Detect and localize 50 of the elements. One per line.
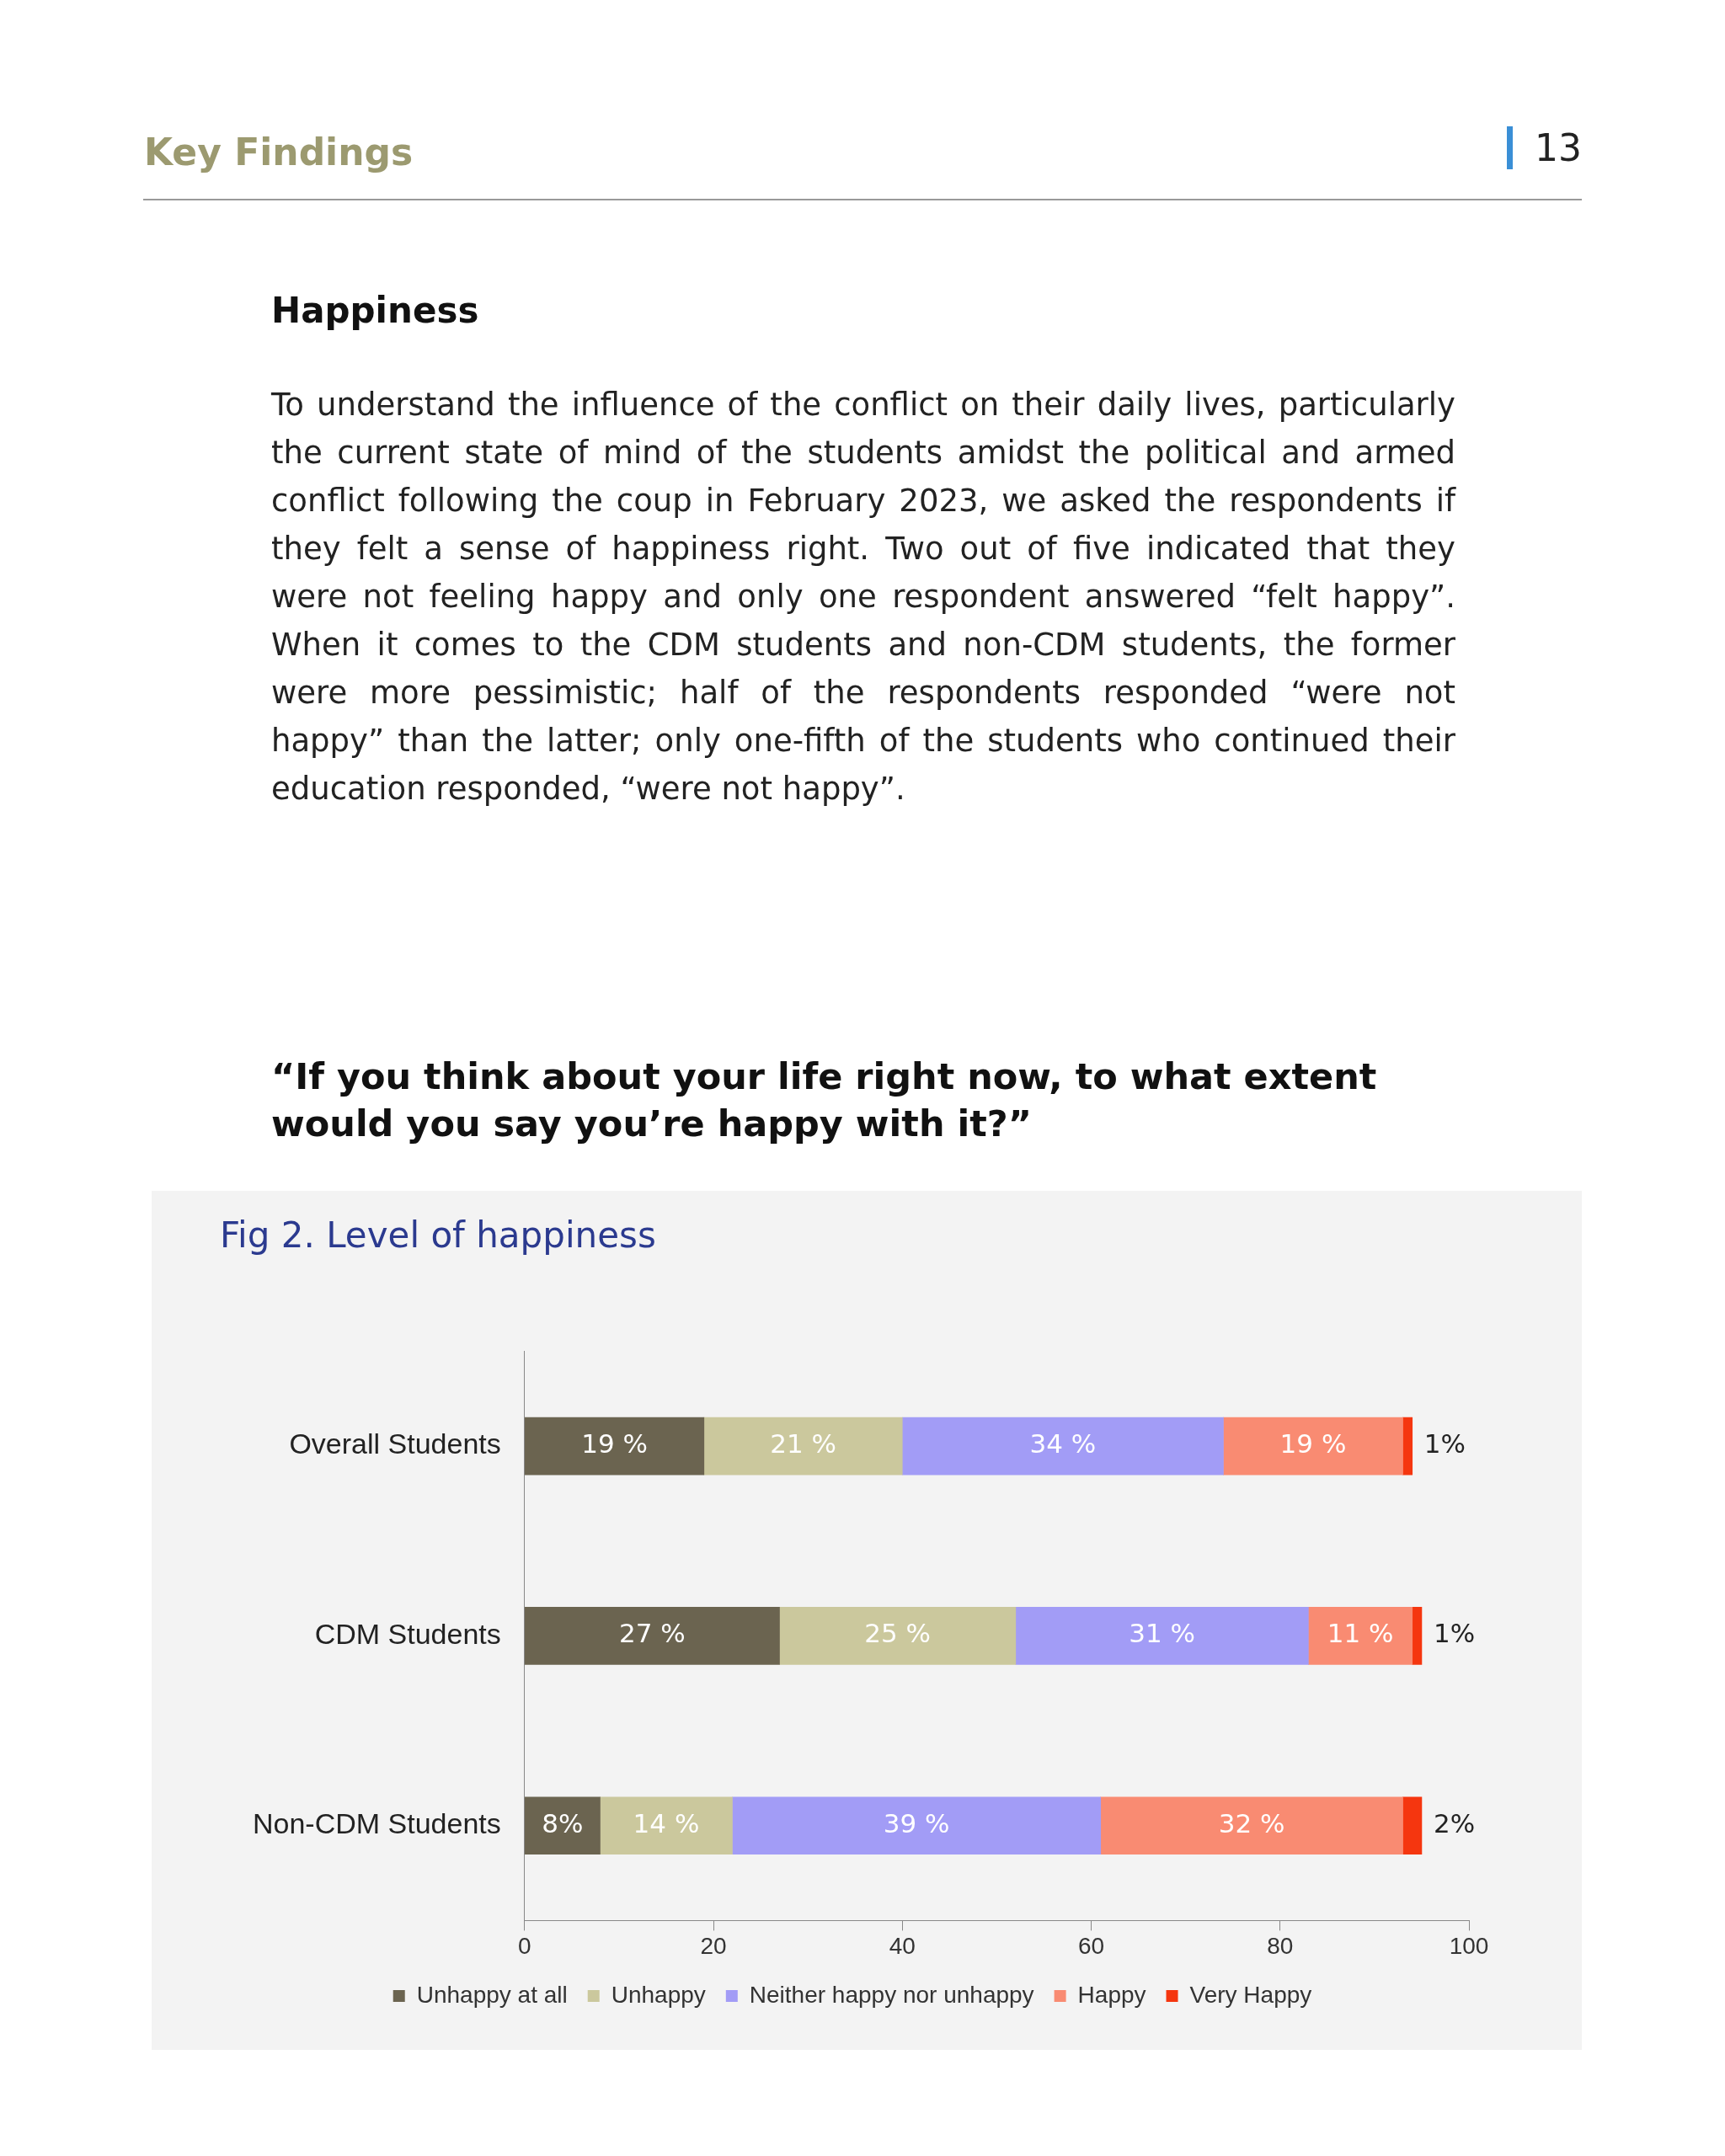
x-tick-label: 0 xyxy=(517,1932,531,1959)
text: Happiness xyxy=(271,290,479,331)
text: Key Findings xyxy=(144,131,414,173)
bar xyxy=(1412,1607,1423,1665)
bar xyxy=(703,1417,903,1476)
x-tick-label: 60 xyxy=(1077,1932,1105,1959)
bar xyxy=(901,1417,1224,1476)
legend-label: Happy xyxy=(1077,1981,1146,2008)
data-label: 1% xyxy=(1433,1618,1476,1649)
data-label: 11 % xyxy=(1327,1618,1394,1649)
data-label: 1% xyxy=(1423,1428,1466,1460)
bar xyxy=(732,1796,1102,1855)
data-label: 14 % xyxy=(633,1807,700,1838)
data-label: 34 % xyxy=(1029,1428,1097,1460)
data-label: 25 % xyxy=(864,1618,932,1649)
bar xyxy=(524,1796,601,1855)
data-label: 32 % xyxy=(1218,1807,1285,1838)
legend-label: Unhappy at all xyxy=(416,1981,568,2008)
data-label: 2% xyxy=(1433,1807,1476,1838)
chart-subtitle: “If you think about your life right now, to what extent would you say you’re happy with it?” xyxy=(271,1054,1378,1146)
data-label: 21 % xyxy=(770,1428,836,1460)
bar xyxy=(1402,1796,1423,1855)
bar xyxy=(524,1607,780,1665)
bar xyxy=(1402,1417,1413,1476)
x-tick-label: 100 xyxy=(1449,1932,1489,1959)
bar xyxy=(1223,1417,1403,1476)
data-label: 27 % xyxy=(619,1618,686,1649)
data-label: 31 % xyxy=(1129,1618,1195,1649)
x-tick-label: 80 xyxy=(1267,1932,1294,1959)
chart-title: Fig 2. Level of happiness xyxy=(220,1214,656,1256)
bar xyxy=(1100,1796,1403,1855)
data-label: 39 % xyxy=(883,1807,950,1838)
legend-label: Neither happy nor unhappy xyxy=(749,1981,1034,2008)
legend-label: Very Happy xyxy=(1189,1981,1312,2008)
y-tick-label: Overall Students xyxy=(289,1428,501,1460)
x-tick-label: 20 xyxy=(700,1932,727,1959)
bar xyxy=(779,1607,1017,1665)
text: 13 xyxy=(1507,126,1582,169)
legend-label: Unhappy xyxy=(611,1981,706,2008)
text: To understand the influence of the conflict on their daily lives, particularly the current state of mind of the students amidst the political and armed conflict following the coup in February 2023, we asked the respondents if they felt a sense of happiness right. Two out of five indicated that they were not feeling happy and only one respondent answered “felt happy”. When it comes to the CDM students and non-CDM students, the former were more pessimistic; half of the respondents responded “were not happy” than the latter; only one-fifth of the students who continued their education responded, “were not happy”. xyxy=(271,387,1455,807)
y-tick-label: Non-CDM Students xyxy=(253,1807,501,1840)
bar xyxy=(524,1417,705,1476)
bar xyxy=(1015,1607,1309,1665)
bar xyxy=(1308,1607,1413,1665)
data-label: 8% xyxy=(542,1807,584,1838)
bar xyxy=(600,1796,733,1855)
data-label: 19 % xyxy=(581,1428,648,1460)
data-label: 19 % xyxy=(1279,1428,1347,1460)
x-tick-label: 40 xyxy=(889,1932,916,1959)
y-tick-label: CDM Students xyxy=(314,1617,501,1650)
